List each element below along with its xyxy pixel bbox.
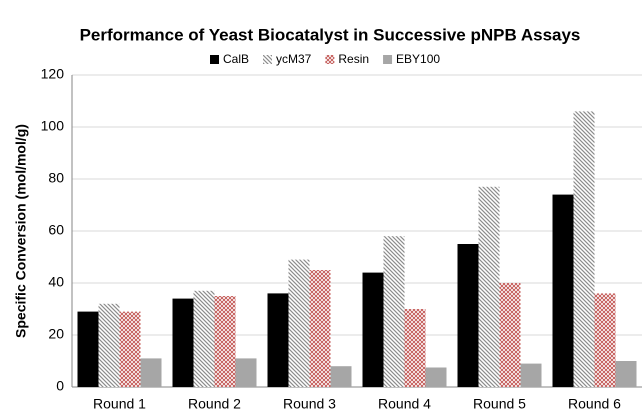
bar xyxy=(383,236,405,387)
legend-label: CalB xyxy=(223,52,249,66)
bar xyxy=(98,303,120,387)
bar xyxy=(172,298,194,387)
x-tick-label: Round 6 xyxy=(568,396,621,412)
x-tick-label: Round 3 xyxy=(283,396,336,412)
legend-label: Resin xyxy=(338,52,369,66)
y-tick-label: 40 xyxy=(48,274,64,290)
bar xyxy=(478,186,500,387)
legend-swatch xyxy=(263,55,273,64)
chart-title: Performance of Yeast Biocatalyst in Succ… xyxy=(80,25,581,44)
bar xyxy=(235,358,257,387)
y-tick-label: 100 xyxy=(41,118,65,134)
legend-label: EBY100 xyxy=(396,52,440,66)
bar xyxy=(499,283,521,387)
x-tick-label: Round 1 xyxy=(93,396,146,412)
bar xyxy=(140,358,162,387)
bar xyxy=(193,290,215,387)
x-tick-label: Round 2 xyxy=(188,396,241,412)
x-tick-label: Round 5 xyxy=(473,396,526,412)
bar xyxy=(425,367,447,387)
legend-swatch xyxy=(325,55,335,64)
x-tick-label: Round 4 xyxy=(378,396,431,412)
bar xyxy=(330,366,352,387)
bar xyxy=(615,361,637,387)
bar xyxy=(594,293,616,387)
bar xyxy=(267,293,289,387)
y-axis-label: Specific Conversion (mol/mol/g) xyxy=(13,124,29,338)
y-tick-label: 120 xyxy=(41,66,65,82)
y-tick-label: 80 xyxy=(48,170,64,186)
bar xyxy=(77,311,99,387)
bar xyxy=(457,244,479,387)
y-tick-label: 20 xyxy=(48,326,64,342)
bar xyxy=(288,259,310,387)
legend-label: ycM37 xyxy=(276,52,312,66)
bar xyxy=(404,309,426,387)
bar xyxy=(552,194,574,387)
legend-swatch xyxy=(210,55,219,64)
y-tick-label: 60 xyxy=(48,222,64,238)
legend-swatch xyxy=(383,55,393,64)
bar xyxy=(573,111,595,388)
legend: CalB ycM37 Resin EBY100 xyxy=(210,52,440,66)
bar xyxy=(214,296,236,387)
y-tick-label: 0 xyxy=(56,378,64,394)
bar xyxy=(119,311,141,387)
bar xyxy=(309,270,331,387)
bar xyxy=(520,363,542,387)
bar xyxy=(362,272,384,387)
